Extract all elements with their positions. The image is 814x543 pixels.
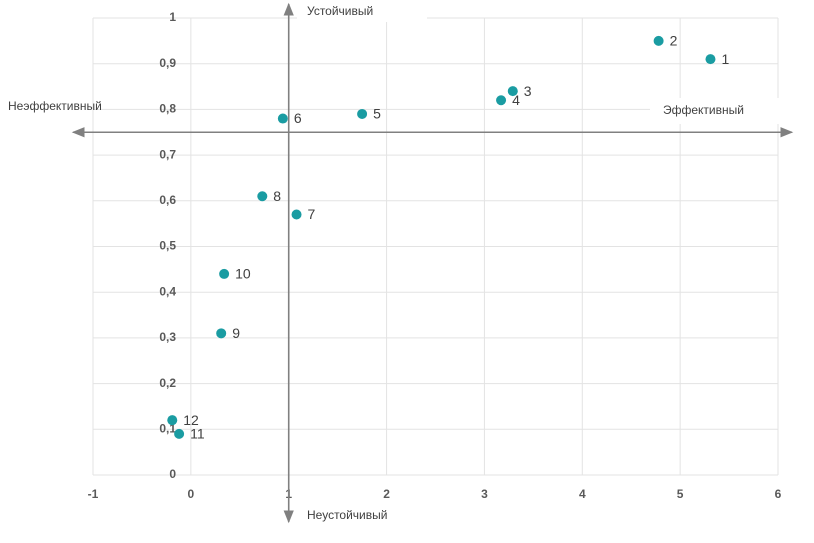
point (277, 113, 288, 124)
point-label: 1 (721, 51, 729, 67)
label-bg (650, 98, 800, 124)
point (705, 54, 716, 65)
quadrant-label: Неэффективный (8, 99, 102, 113)
point (357, 108, 368, 119)
point-label: 4 (512, 92, 520, 108)
label-bg (297, 2, 427, 22)
point-label: 8 (273, 188, 281, 204)
point-label: 6 (294, 110, 302, 126)
x-tick-label: 6 (775, 487, 782, 501)
x-tick-label: 4 (579, 487, 586, 501)
point (507, 86, 518, 97)
point-label: 7 (308, 206, 316, 222)
x-tick-label: 3 (481, 487, 488, 501)
grid: 00,10,20,30,40,50,60,70,80,91-10123456 (88, 10, 782, 501)
y-tick-label: 0,9 (159, 56, 176, 70)
y-tick-label: 0,4 (159, 284, 176, 298)
y-tick-label: 1 (169, 10, 176, 24)
y-tick-label: 0,3 (159, 330, 176, 344)
point (216, 328, 227, 339)
quadrant-label: Неустойчивый (307, 508, 387, 522)
y-tick-label: 0,6 (159, 193, 176, 207)
y-tick-label: 0,8 (159, 102, 176, 116)
y-tick-label: 0,7 (159, 147, 176, 161)
quadrant-label: Эффективный (663, 103, 744, 117)
point-label: 9 (232, 325, 240, 341)
point-label: 10 (235, 266, 251, 282)
reference-lines (71, 2, 794, 524)
point-label: 12 (183, 412, 199, 428)
point (291, 209, 302, 220)
point-label: 2 (670, 33, 678, 49)
point (174, 428, 185, 439)
point-label: 3 (524, 83, 532, 99)
y-tick-label: 0,5 (159, 239, 176, 253)
x-tick-label: -1 (88, 487, 99, 501)
point (167, 415, 178, 426)
point (219, 268, 230, 279)
x-tick-label: 5 (677, 487, 684, 501)
point-label: 5 (373, 106, 381, 122)
point (257, 191, 268, 202)
point (653, 35, 664, 46)
point (496, 95, 507, 106)
x-tick-label: 2 (383, 487, 390, 501)
y-tick-label: 0,2 (159, 376, 176, 390)
y-tick-label: 0 (169, 467, 176, 481)
x-tick-label: 0 (188, 487, 195, 501)
point-label: 11 (190, 426, 205, 442)
quadrant-label: Устойчивый (307, 4, 373, 18)
